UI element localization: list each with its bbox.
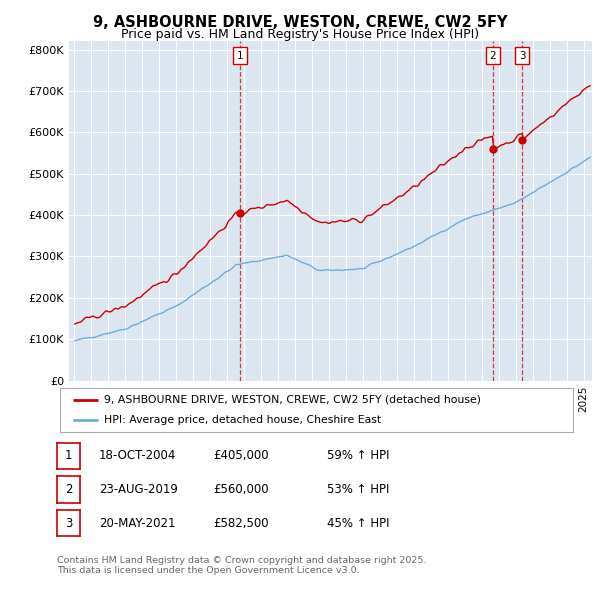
Text: 9, ASHBOURNE DRIVE, WESTON, CREWE, CW2 5FY: 9, ASHBOURNE DRIVE, WESTON, CREWE, CW2 5… (93, 15, 507, 30)
Text: 18-OCT-2004: 18-OCT-2004 (99, 449, 176, 463)
Text: 2: 2 (490, 51, 496, 61)
Text: 20-MAY-2021: 20-MAY-2021 (99, 516, 176, 530)
Text: £405,000: £405,000 (213, 449, 269, 463)
Text: 3: 3 (519, 51, 526, 61)
Text: 2: 2 (65, 483, 72, 496)
Text: 23-AUG-2019: 23-AUG-2019 (99, 483, 178, 496)
Text: £560,000: £560,000 (213, 483, 269, 496)
Text: 59% ↑ HPI: 59% ↑ HPI (327, 449, 389, 463)
Text: Price paid vs. HM Land Registry's House Price Index (HPI): Price paid vs. HM Land Registry's House … (121, 28, 479, 41)
Text: 3: 3 (65, 516, 72, 530)
Text: 53% ↑ HPI: 53% ↑ HPI (327, 483, 389, 496)
Text: 9, ASHBOURNE DRIVE, WESTON, CREWE, CW2 5FY (detached house): 9, ASHBOURNE DRIVE, WESTON, CREWE, CW2 5… (104, 395, 481, 405)
Text: 1: 1 (65, 449, 72, 463)
Text: £582,500: £582,500 (213, 516, 269, 530)
Text: 45% ↑ HPI: 45% ↑ HPI (327, 516, 389, 530)
Text: 1: 1 (237, 51, 244, 61)
Text: Contains HM Land Registry data © Crown copyright and database right 2025.
This d: Contains HM Land Registry data © Crown c… (57, 556, 427, 575)
Text: HPI: Average price, detached house, Cheshire East: HPI: Average price, detached house, Ches… (104, 415, 381, 425)
